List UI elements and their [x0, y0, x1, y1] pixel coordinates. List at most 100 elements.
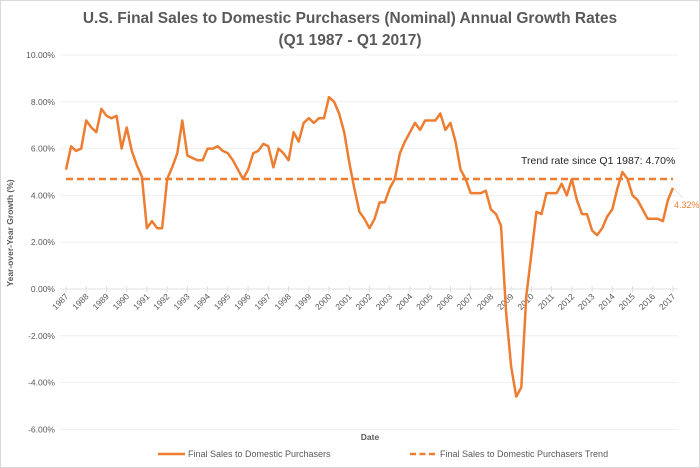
data-point: [368, 227, 370, 229]
data-point: [389, 187, 391, 189]
trend-annotation: Trend rate since Q1 1987: 4.70%: [521, 155, 675, 167]
y-tick-label: 8.00%: [31, 97, 56, 107]
chart-subtitle: (Q1 1987 - Q1 2017): [278, 32, 421, 49]
x-tick-label: 1990: [111, 291, 132, 312]
data-point: [343, 131, 345, 133]
data-point: [475, 192, 477, 194]
data-point: [267, 145, 269, 147]
end-label-leader: [673, 188, 684, 199]
data-point: [409, 131, 411, 133]
data-point: [439, 112, 441, 114]
data-point: [237, 168, 239, 170]
data-point: [586, 213, 588, 215]
data-point: [429, 119, 431, 121]
data-point: [196, 159, 198, 161]
data-point: [318, 117, 320, 119]
data-point: [110, 117, 112, 119]
data-point: [252, 152, 254, 154]
data-point: [550, 192, 552, 194]
data-point: [667, 199, 669, 201]
chart-title: U.S. Final Sales to Domestic Purchasers …: [83, 10, 617, 27]
x-tick-label: 1991: [131, 291, 152, 312]
x-tick-label: 2008: [475, 291, 496, 312]
x-tick-label: 1996: [232, 291, 253, 312]
data-point: [227, 152, 229, 154]
data-point: [353, 187, 355, 189]
data-point: [596, 234, 598, 236]
data-point: [606, 215, 608, 217]
data-point: [611, 208, 613, 210]
x-tick-label: 1995: [212, 291, 233, 312]
data-point: [424, 119, 426, 121]
y-tick-label: 6.00%: [31, 144, 56, 154]
data-point: [535, 211, 537, 213]
data-point: [232, 159, 234, 161]
y-tick-label: -6.00%: [28, 424, 55, 434]
data-point: [510, 365, 512, 367]
data-point: [414, 122, 416, 124]
x-tick-label: 1999: [293, 291, 314, 312]
legend-item-trend[interactable]: Final Sales to Domestic Purchasers Trend: [410, 449, 608, 459]
data-point: [358, 211, 360, 213]
data-point: [282, 152, 284, 154]
data-point: [464, 178, 466, 180]
data-point: [485, 190, 487, 192]
data-point: [191, 157, 193, 159]
data-point: [70, 145, 72, 147]
data-point: [631, 194, 633, 196]
data-point: [571, 178, 573, 180]
data-point: [277, 147, 279, 149]
data-point: [262, 143, 264, 145]
data-point: [459, 168, 461, 170]
data-point: [136, 164, 138, 166]
data-point: [217, 145, 219, 147]
data-point: [636, 199, 638, 201]
data-point: [141, 175, 143, 177]
y-axis: 10.00% 8.00% 6.00% 4.00% 2.00% 0.00% -2.00% -4.…: [26, 50, 55, 434]
data-point: [151, 220, 153, 222]
y-axis-title: Year-over-Year Growth (%): [5, 179, 15, 286]
data-point: [222, 150, 224, 152]
data-point: [166, 178, 168, 180]
y-tick-label: -2.00%: [28, 331, 55, 341]
data-point: [65, 168, 67, 170]
data-point: [90, 126, 92, 128]
x-axis-title: Date: [361, 432, 380, 442]
data-point: [520, 386, 522, 388]
data-point: [480, 192, 482, 194]
data-point: [313, 122, 315, 124]
x-tick-label: 1997: [252, 291, 273, 312]
series-layer: [64, 95, 675, 398]
data-point: [505, 311, 507, 313]
x-tick-label: 1988: [70, 291, 91, 312]
data-point: [399, 152, 401, 154]
data-point: [328, 96, 330, 98]
data-point: [348, 161, 350, 163]
data-point: [383, 201, 385, 203]
legend-item-actual[interactable]: Final Sales to Domestic Purchasers: [158, 449, 331, 459]
x-tick-label: 1989: [90, 291, 111, 312]
data-point: [105, 115, 107, 117]
data-point: [211, 147, 213, 149]
data-point: [434, 119, 436, 121]
x-tick-label: 2002: [353, 291, 374, 312]
gridlines: [60, 54, 678, 430]
data-point: [378, 201, 380, 203]
data-point: [525, 295, 527, 297]
data-point: [449, 122, 451, 124]
data-point: [444, 129, 446, 131]
legend: Final Sales to Domestic Purchasers Final…: [158, 449, 608, 459]
data-point: [419, 129, 421, 131]
data-point: [146, 227, 148, 229]
data-point: [540, 213, 542, 215]
data-point: [626, 178, 628, 180]
data-point: [500, 225, 502, 227]
data-point: [201, 159, 203, 161]
x-tick-label: 2017: [657, 291, 678, 312]
x-tick-label: 2006: [434, 291, 455, 312]
x-tick-label: 2012: [556, 291, 577, 312]
data-point: [576, 199, 578, 201]
y-tick-label: 10.00%: [26, 50, 55, 60]
x-tick-label: 2007: [455, 291, 476, 312]
data-point: [171, 166, 173, 168]
